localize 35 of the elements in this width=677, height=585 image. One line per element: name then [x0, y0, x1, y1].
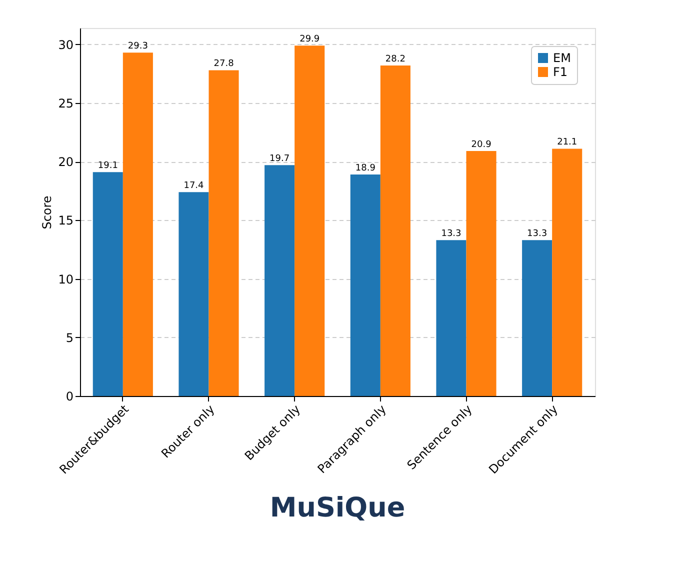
text: MuSiQue	[270, 492, 406, 524]
data-label: 29.9	[300, 34, 320, 45]
data-label: 27.8	[214, 59, 234, 70]
data-label: 19.7	[270, 154, 290, 164]
bar	[466, 151, 496, 396]
data-label: 13.3	[527, 229, 548, 240]
bar	[552, 148, 582, 396]
bar	[122, 52, 153, 396]
data-label: 18.9	[355, 163, 376, 174]
bar	[178, 192, 209, 396]
bar	[294, 46, 325, 396]
y-tick-label: 10	[58, 272, 74, 286]
data-label: 13.3	[441, 229, 462, 240]
bar	[264, 165, 295, 396]
y-axis-title: Score	[40, 196, 54, 230]
y-tick-label: 25	[58, 96, 74, 111]
data-label: 19.1	[98, 161, 118, 172]
bar	[436, 240, 466, 396]
y-tick-label: 15	[58, 214, 74, 228]
data-label: 20.9	[471, 140, 492, 150]
data-label: 28.2	[385, 54, 406, 65]
legend-label: EM	[553, 51, 571, 65]
legend-label: F1	[553, 65, 568, 79]
bar	[92, 172, 123, 396]
data-label: 29.3	[128, 42, 148, 52]
data-label: 17.4	[184, 181, 204, 192]
y-tick-label: 30	[58, 38, 74, 52]
y-tick-label: 20	[58, 155, 74, 170]
bar	[350, 174, 380, 396]
y-tick-label: 5	[66, 330, 74, 345]
bar	[380, 66, 410, 396]
bar	[522, 240, 552, 396]
data-label: 21.1	[557, 138, 578, 148]
bar	[208, 70, 239, 396]
y-tick-label: 0	[66, 390, 74, 404]
